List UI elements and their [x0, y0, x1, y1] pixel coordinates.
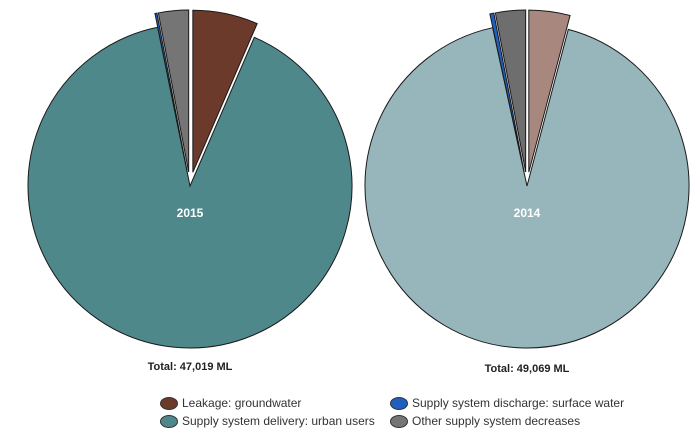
- legend-swatch-other: [390, 414, 408, 428]
- pie-2015-slice-other-supply-system-decreases: [157, 9, 190, 173]
- pie-2015-year-label: 2015: [177, 206, 204, 220]
- legend-label-discharge: Supply system discharge: surface water: [412, 396, 625, 410]
- pie-2014-slice-other-supply-system-decreases: [494, 9, 527, 173]
- legend-swatch-leakage: [160, 396, 178, 410]
- pie-2014-slice-supply-system-discharge-surface-water: [489, 12, 525, 173]
- pie-2015-total-label: Total: 47,019 ML: [148, 361, 233, 373]
- legend-swatch-discharge: [390, 396, 408, 410]
- legend-item-other: Other supply system decreases: [390, 414, 580, 428]
- pie-2014-year-label: 2014: [514, 206, 541, 220]
- pie-2015-slice-supply-system-delivery-urban-users: [27, 26, 353, 349]
- legend-label-leakage: Leakage: groundwater: [182, 396, 302, 410]
- pie-2015-slice-leakage-groundwater: [192, 9, 258, 173]
- legend-swatch-delivery: [160, 414, 178, 428]
- legend-item-discharge: Supply system discharge: surface water: [390, 396, 624, 410]
- pie-charts: 2015 Total: 47,019 ML 2014 Total: 49,069 ML: [27, 9, 690, 375]
- legend-item-leakage: Leakage: groundwater: [160, 396, 301, 410]
- legend-item-delivery: Supply system delivery: urban users: [160, 414, 375, 428]
- pie-2014-slice-leakage-groundwater: [528, 9, 571, 173]
- legend-label-delivery: Supply system delivery: urban users: [182, 414, 375, 428]
- legend-label-other: Other supply system decreases: [412, 414, 581, 428]
- pie-2014-slice-supply-system-delivery-urban-users: [364, 27, 690, 349]
- pie-2014-total-label: Total: 49,069 ML: [485, 363, 570, 375]
- pie-2015-slice-supply-system-discharge-surface-water: [154, 12, 188, 173]
